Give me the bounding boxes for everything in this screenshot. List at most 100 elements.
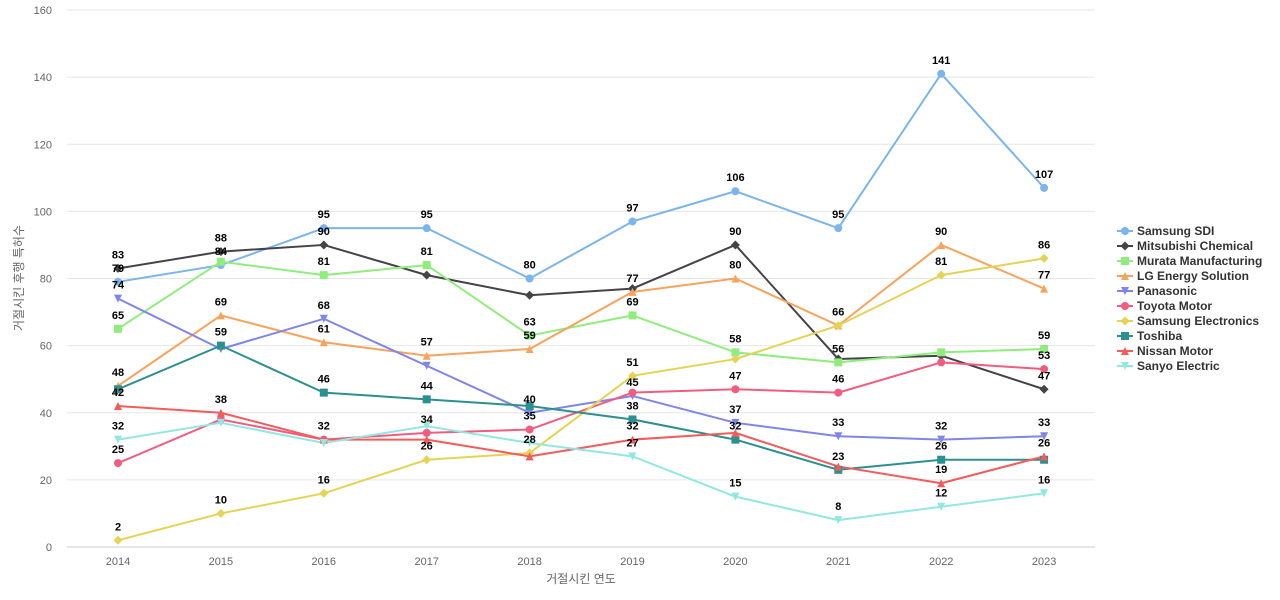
data-point[interactable] [834,516,843,525]
data-point[interactable] [731,187,740,196]
data-point[interactable] [1040,432,1049,441]
data-point[interactable] [1040,489,1049,498]
data-point[interactable] [422,455,432,465]
data-point[interactable] [834,432,843,441]
data-point[interactable] [937,479,946,488]
data-point[interactable] [525,274,534,283]
legend-item[interactable]: Toshiba [1117,329,1182,343]
data-point[interactable] [319,314,328,323]
data-point[interactable] [833,320,843,330]
data-point[interactable] [422,224,431,233]
data-point[interactable] [422,422,431,431]
data-point[interactable] [1040,183,1049,192]
data-point[interactable] [525,290,535,300]
data-label: 27 [626,437,638,449]
data-point[interactable] [731,274,740,283]
data-point[interactable] [114,402,122,411]
legend-item[interactable]: Samsung Electronics [1117,314,1259,328]
data-point[interactable] [937,69,946,78]
data-point[interactable] [1039,253,1049,263]
data-point[interactable] [731,428,740,437]
data-point[interactable] [319,240,329,250]
data-point[interactable] [937,348,946,357]
data-point[interactable] [525,425,534,434]
data-point[interactable] [422,361,431,370]
data-point[interactable] [628,415,637,424]
data-label: 45 [626,377,638,389]
legend-item[interactable]: Samsung SDI [1117,224,1214,238]
data-point[interactable] [422,261,431,270]
data-point[interactable] [731,348,740,357]
data-point[interactable] [319,224,328,233]
data-point[interactable] [937,435,946,444]
data-point[interactable] [628,371,637,381]
data-point[interactable] [113,263,123,273]
data-point[interactable] [525,438,534,447]
data-point[interactable] [114,294,122,303]
data-point[interactable] [216,341,225,350]
data-point[interactable] [1040,284,1049,293]
legend-marker [1120,316,1130,326]
data-point[interactable] [834,358,843,367]
data-point[interactable] [1040,344,1049,353]
data-point[interactable] [731,435,740,444]
data-point[interactable] [114,385,122,394]
data-point[interactable] [422,435,431,444]
data-point[interactable] [628,435,637,444]
data-point[interactable] [628,311,637,320]
legend-item[interactable]: Nissan Motor [1117,344,1213,358]
data-point[interactable] [937,358,946,367]
data-point[interactable] [1039,384,1049,394]
data-point[interactable] [628,217,637,226]
data-point[interactable] [525,331,534,340]
data-point[interactable] [525,452,534,461]
data-point[interactable] [114,435,122,444]
data-point[interactable] [834,462,843,471]
data-point[interactable] [422,428,431,437]
data-point[interactable] [525,402,534,411]
legend-item[interactable]: Toyota Motor [1117,299,1212,313]
legend-item[interactable]: Mitsubishi Chemical [1117,239,1253,253]
data-point[interactable] [730,354,740,364]
legend-item[interactable]: Sanyo Electric [1117,359,1220,373]
data-point[interactable] [937,502,946,511]
data-point[interactable] [731,418,740,427]
data-point[interactable] [319,438,328,447]
data-point[interactable] [1040,452,1049,461]
data-point[interactable] [628,452,637,461]
data-point[interactable] [114,459,122,468]
data-point[interactable] [113,535,123,545]
data-point[interactable] [422,395,431,404]
data-point[interactable] [937,455,946,464]
data-point[interactable] [936,270,946,280]
data-point[interactable] [319,271,328,280]
data-point[interactable] [422,270,432,280]
data-point[interactable] [731,492,740,501]
legend-item[interactable]: Panasonic [1117,284,1197,298]
data-point[interactable] [628,287,637,296]
data-point[interactable] [422,351,431,360]
data-point[interactable] [730,240,740,250]
data-point[interactable] [319,338,328,347]
data-point[interactable] [834,224,843,233]
data-point[interactable] [319,388,328,397]
data-point[interactable] [525,344,534,353]
data-point[interactable] [319,488,329,498]
data-point[interactable] [1040,365,1049,374]
data-point[interactable] [114,324,122,333]
data-point[interactable] [937,240,946,249]
legend-marker [1121,332,1129,340]
data-point[interactable] [216,408,225,417]
data-point[interactable] [114,277,122,286]
data-point[interactable] [731,385,740,394]
data-point[interactable] [525,408,534,417]
data-point[interactable] [628,388,637,397]
data-point[interactable] [216,247,226,257]
legend-item[interactable]: LG Energy Solution [1117,269,1249,283]
data-point[interactable] [216,418,225,427]
data-point[interactable] [216,257,225,266]
data-point[interactable] [216,508,226,518]
data-point[interactable] [834,388,843,397]
data-point[interactable] [216,311,225,320]
legend-item[interactable]: Murata Manufacturing [1117,254,1262,268]
